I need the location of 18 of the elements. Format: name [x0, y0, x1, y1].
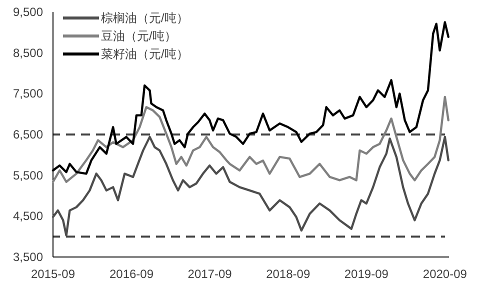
y-tick-label: 4,500 [12, 209, 44, 224]
y-tick-label: 3,500 [12, 250, 44, 264]
legend-label: 棕榈油（元/吨） [101, 11, 188, 25]
y-tick-label: 9,500 [12, 5, 44, 19]
line-series [52, 136, 450, 236]
y-tick-label: 8,500 [12, 46, 44, 60]
y-tick-label: 6,500 [12, 128, 44, 142]
legend-label: 豆油（元/吨） [101, 29, 176, 43]
x-tick-label: 2018-09 [266, 267, 310, 281]
legend-label: 菜籽油（元/吨） [101, 47, 188, 61]
y-tick-label: 5,500 [12, 168, 44, 182]
x-tick-label: 2016-09 [109, 267, 154, 281]
x-tick-label: 2015-09 [30, 267, 76, 281]
x-tick-label: 2017-09 [188, 267, 232, 281]
line-series [52, 96, 450, 183]
y-tick-label: 7,500 [12, 86, 44, 101]
x-tick-label: 2019-09 [344, 267, 389, 281]
x-tick-label: 2020-09 [422, 267, 468, 281]
